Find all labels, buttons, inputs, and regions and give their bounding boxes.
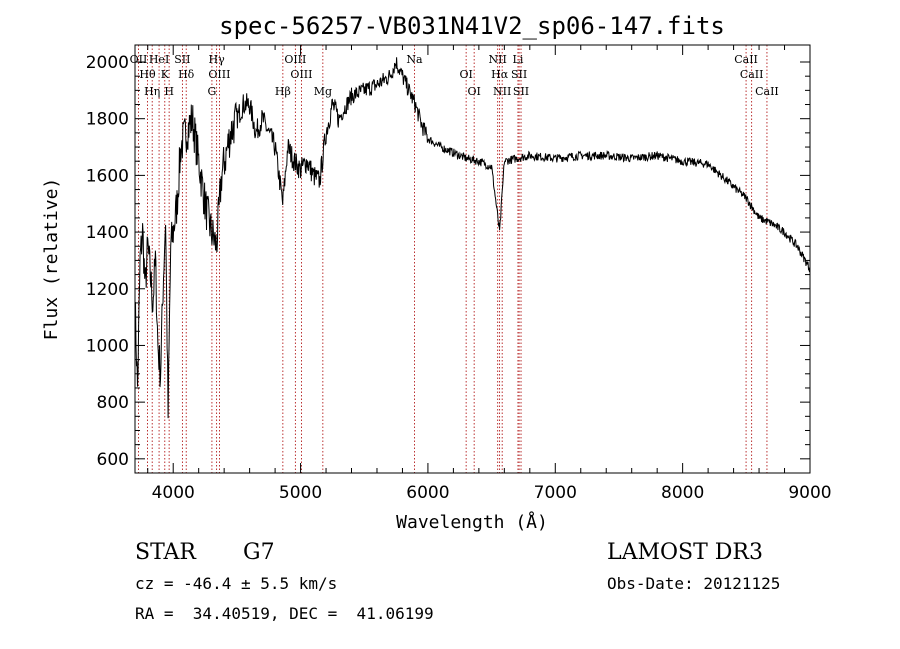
line-label: Mg — [314, 85, 332, 98]
line-label: HeI — [149, 53, 169, 66]
line-label: Na — [406, 53, 423, 66]
obs-date: Obs-Date: 20121125 — [607, 574, 781, 593]
x-tick-label: 4000 — [152, 483, 195, 503]
line-label: CaII — [740, 68, 764, 81]
coordinates-readout: RA = 34.40519, DEC = 41.06199 — [135, 604, 434, 623]
x-tick-label: 5000 — [279, 483, 322, 503]
spectral-line-labels: OIIHθHηHeIKHSIIHδGHγOIIIHβOIIIOIIIMgNaOI… — [130, 53, 779, 98]
line-label: OIII — [208, 68, 230, 81]
x-tick-label: 7000 — [534, 483, 577, 503]
y-tick-label: 600 — [97, 450, 129, 470]
line-label: NII — [493, 85, 511, 98]
y-tick-label: 1800 — [86, 110, 129, 130]
spectral-line-markers — [138, 45, 768, 473]
line-label: OII — [130, 53, 148, 66]
line-label: NII — [489, 53, 507, 66]
chart-title: spec-56257-VB031N41V2_sp06-147.fits — [219, 12, 725, 40]
redshift-readout: cz = -46.4 ± 5.5 km/s — [135, 574, 338, 593]
line-label: SII — [511, 68, 527, 81]
line-label: Hθ — [139, 68, 156, 81]
line-label: CaII — [734, 53, 758, 66]
line-label: CaII — [755, 85, 779, 98]
y-tick-label: 1200 — [86, 280, 129, 300]
line-label: Hα — [491, 68, 509, 81]
y-tick-label: 1400 — [86, 223, 129, 243]
line-label: Hδ — [178, 68, 195, 81]
line-label: OI — [459, 68, 472, 81]
line-label: Hβ — [275, 85, 291, 98]
line-label: Hη — [144, 85, 160, 98]
y-tick-label: 1000 — [86, 336, 129, 356]
line-label: G — [208, 85, 217, 98]
line-label: SII — [174, 53, 190, 66]
spectrum-line — [134, 57, 811, 419]
x-axis-ticks: 4000 5000 6000 7000 8000 9000 — [147, 45, 832, 503]
line-label: Hγ — [209, 53, 226, 66]
line-label: K — [161, 68, 170, 81]
line-label: SII — [513, 85, 529, 98]
x-tick-label: 9000 — [788, 483, 831, 503]
y-tick-label: 1600 — [86, 166, 129, 186]
survey-name: LAMOST DR3 — [607, 540, 763, 565]
x-tick-label: 6000 — [406, 483, 449, 503]
x-axis-label: Wavelength (Å) — [396, 511, 548, 533]
object-subclass: G7 — [243, 540, 275, 565]
y-tick-label: 2000 — [86, 53, 129, 73]
object-class: STAR — [135, 540, 196, 565]
line-label: OI — [467, 85, 480, 98]
x-tick-label: 8000 — [661, 483, 704, 503]
line-label: OIII — [284, 53, 306, 66]
y-axis-label: Flux (relative) — [41, 178, 62, 341]
y-tick-label: 800 — [97, 393, 129, 413]
line-label: OIII — [290, 68, 312, 81]
line-label: Li — [513, 53, 524, 66]
line-label: H — [164, 85, 174, 98]
y-axis-ticks: 600 800 1000 1200 1400 1600 1800 2000 — [86, 53, 810, 470]
plot-frame — [134, 44, 811, 474]
